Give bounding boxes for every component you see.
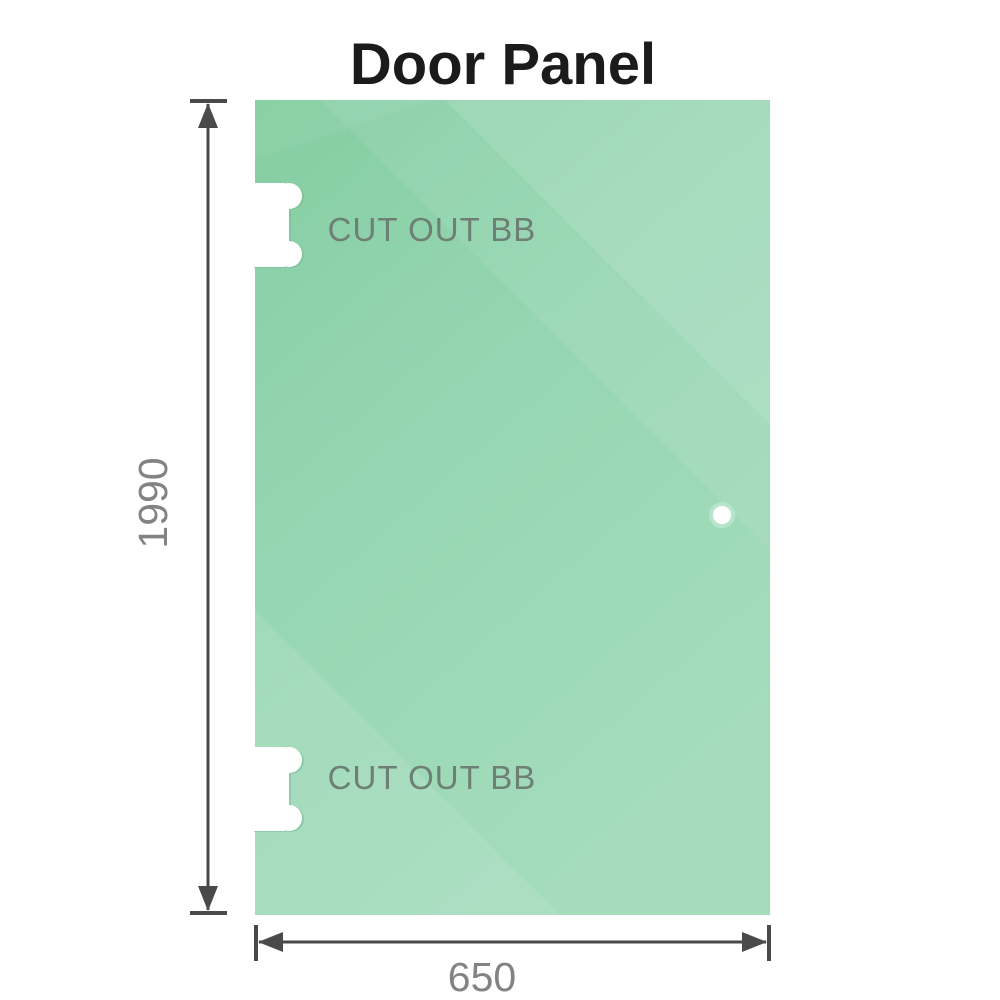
page-title: Door Panel	[350, 32, 656, 97]
reflection-band-bright	[445, 100, 770, 425]
cutout-top-label: CUT OUT BB	[328, 211, 537, 248]
width-dimension-label: 650	[448, 954, 516, 1000]
reflection-band-wide	[320, 100, 770, 550]
glass-reflections	[255, 100, 770, 915]
arrow-up-icon	[198, 103, 218, 128]
cutout-bottom-label: CUT OUT BB	[328, 759, 537, 796]
arrow-down-icon	[198, 886, 218, 911]
reflection-sliver-top-left	[255, 100, 430, 160]
arrow-left-icon	[258, 932, 283, 952]
glass-panel: CUT OUT BB CUT OUT BB	[240, 100, 770, 915]
hinge-cutout-top	[240, 183, 304, 268]
height-dimension-label: 1990	[130, 457, 176, 548]
hinge-cutout-bottom	[240, 747, 304, 832]
hinge-cutout-bottom-shape	[240, 747, 302, 831]
hinge-cutout-top-shape	[240, 183, 302, 267]
reflection-wedge-bottom-left	[255, 610, 560, 915]
height-dimension	[190, 99, 227, 915]
handle-hole	[709, 502, 735, 528]
glass-panel-body	[255, 100, 770, 915]
arrow-right-icon	[742, 932, 767, 952]
width-dimension	[254, 925, 771, 961]
